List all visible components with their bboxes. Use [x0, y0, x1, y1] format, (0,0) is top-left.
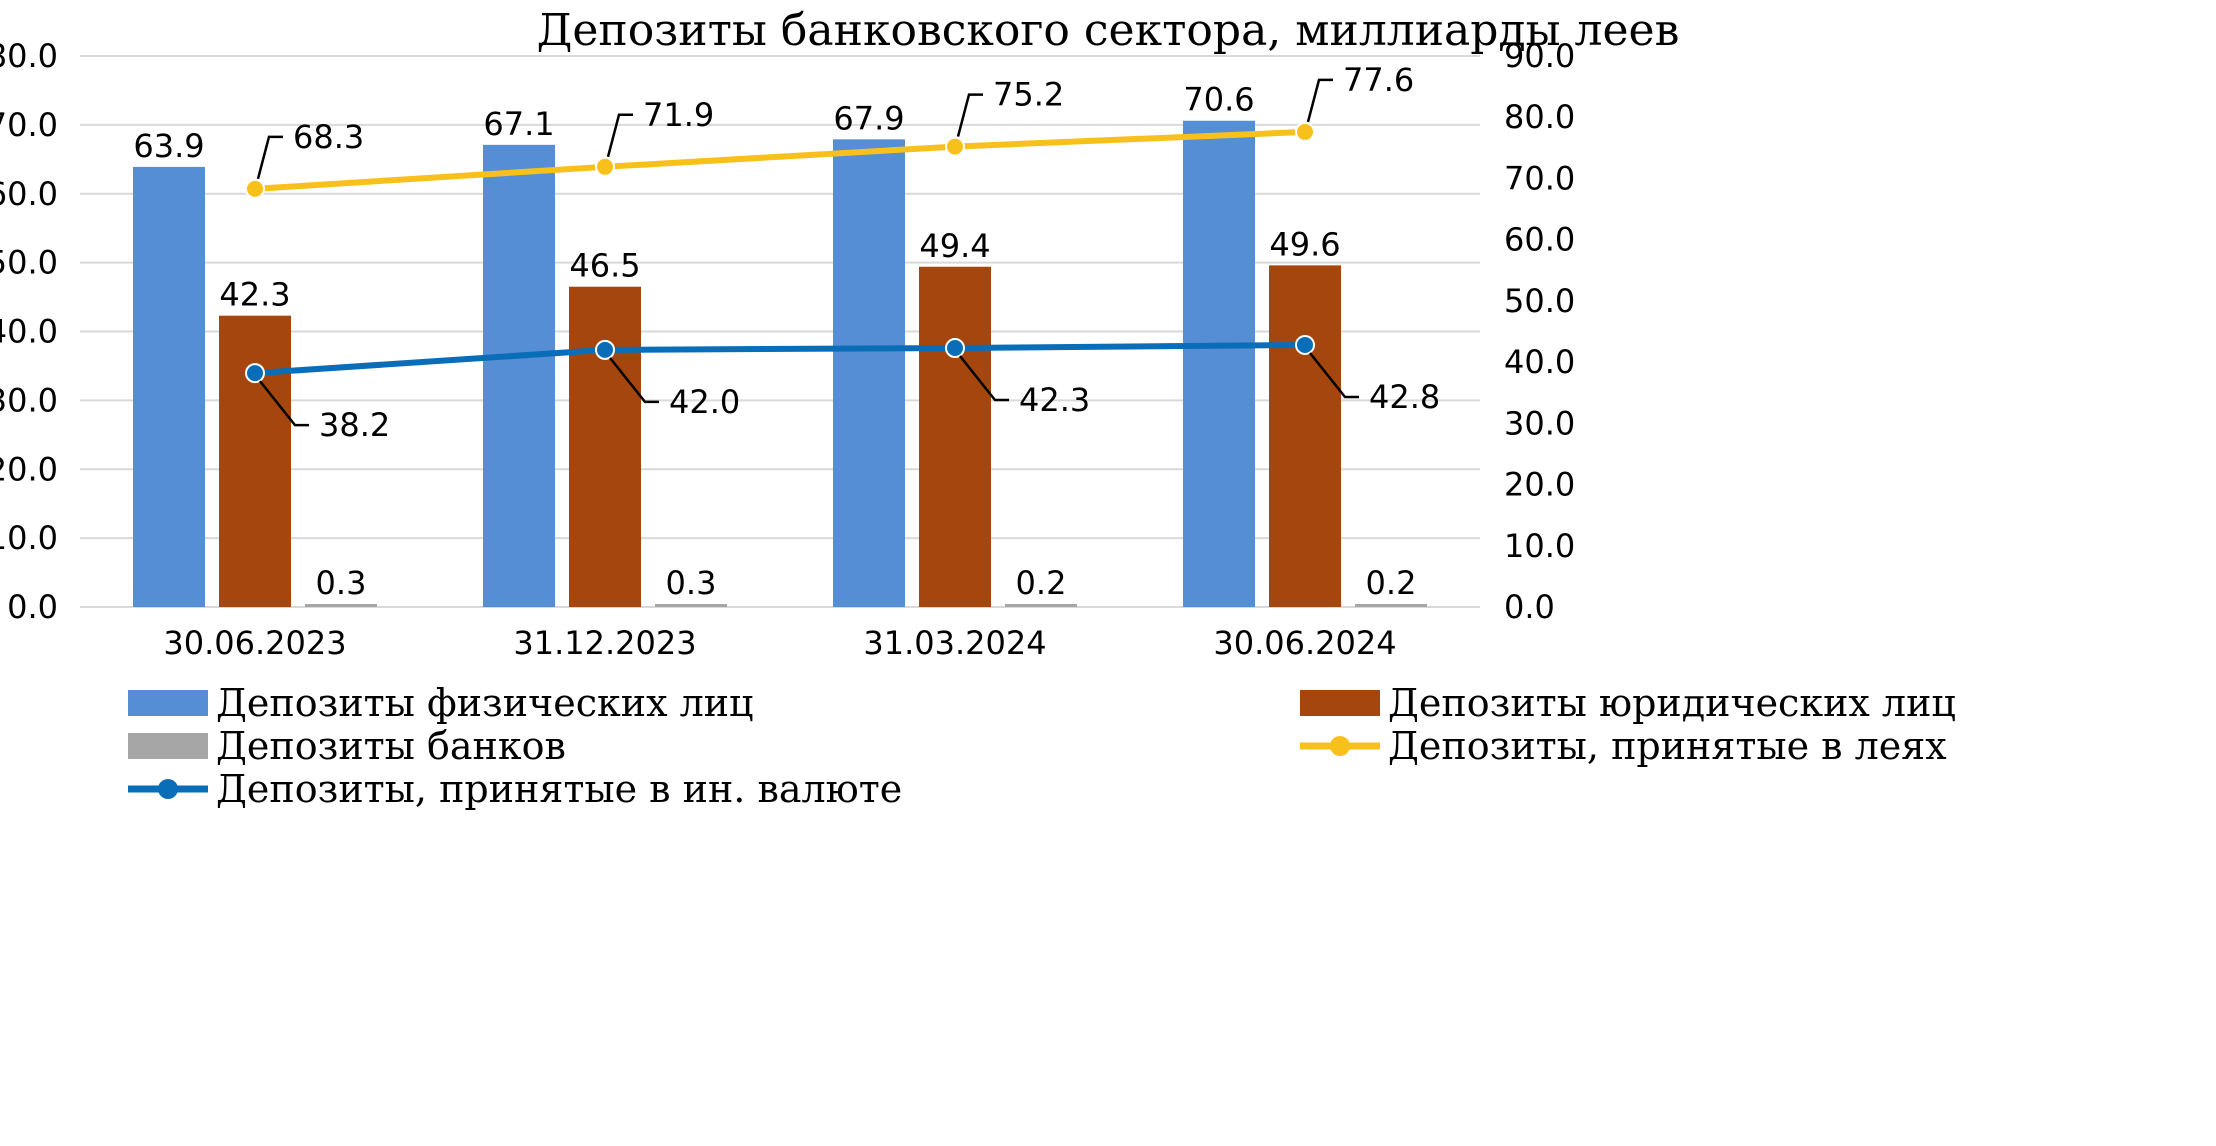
legend-swatch: [128, 733, 208, 759]
legend-item: Депозиты физических лиц: [128, 681, 754, 725]
bar: [133, 166, 205, 608]
data-label-leader: [956, 93, 983, 137]
data-label-leader: [259, 380, 309, 427]
bar: [919, 266, 991, 607]
line-data-label: 42.3: [1019, 381, 1090, 419]
line-point: [1295, 121, 1315, 142]
legend: Депозиты физических лиц Депозиты юридичес…: [128, 681, 1956, 811]
left-tick-label: 30.0: [0, 381, 58, 419]
right-tick-label: 30.0: [1504, 404, 1575, 442]
line-data-label: 77.6: [1343, 61, 1414, 99]
bar-data-label: 0.2: [1366, 564, 1417, 602]
bar-data-label: 63.9: [133, 127, 204, 165]
data-label-leader: [1309, 352, 1359, 399]
left-axis: 0.0 10.0 20.0 30.0 40.0 50.0 60.0 70.0 80.0: [0, 37, 58, 626]
bar: [833, 139, 905, 607]
data-label-leader: [959, 355, 1009, 402]
bar: [305, 604, 377, 607]
line-point: [945, 136, 965, 157]
legend-swatch: [128, 690, 208, 716]
left-tick-label: 0.0: [7, 588, 58, 626]
left-tick-label: 10.0: [0, 519, 58, 557]
left-tick-label: 80.0: [0, 37, 58, 75]
series-line: [254, 128, 1306, 192]
category-labels: 30.06.2023 31.12.2023 31.03.2024 30.06.2024: [163, 624, 1396, 662]
category-label: 30.06.2023: [163, 624, 346, 662]
line-data-label: 71.9: [643, 96, 714, 134]
bar-data-label: 67.9: [833, 99, 904, 137]
right-tick-label: 50.0: [1504, 282, 1575, 320]
right-tick-label: 20.0: [1504, 466, 1575, 504]
lines: 68.3 71.9 75.2 77.6 38.2 42.0 42.3 42.8: [245, 61, 1440, 444]
legend-item: Депозиты, принятые в ин. валюте: [128, 767, 902, 811]
bar-data-label: 0.3: [666, 564, 717, 602]
legend-label: Депозиты, принятые в ин. валюте: [216, 767, 902, 811]
left-tick-label: 20.0: [0, 450, 58, 488]
data-label-leader: [1306, 78, 1333, 123]
legend-label: Депозиты юридических лиц: [1388, 681, 1956, 725]
legend-item: Депозиты, принятые в леях: [1300, 724, 1947, 768]
data-label-leader: [256, 135, 283, 180]
legend-label: Депозиты физических лиц: [216, 681, 754, 725]
bar-data-label: 42.3: [219, 276, 290, 314]
bars: 63.9 67.1 67.9 70.6 42.3 46.5 49.4 49.6 0.3 0.3 0.…: [133, 81, 1427, 608]
line-point: [245, 178, 265, 199]
bar: [219, 315, 291, 607]
right-tick-label: 90.0: [1504, 37, 1575, 75]
bar-data-label: 46.5: [569, 247, 640, 285]
bar-data-label: 70.6: [1183, 81, 1254, 119]
legend-swatch: [1300, 690, 1380, 716]
line-data-label: 42.8: [1369, 378, 1440, 416]
right-tick-label: 60.0: [1504, 221, 1575, 259]
category-label: 31.03.2024: [863, 624, 1046, 662]
bar: [1005, 604, 1077, 607]
bar: [1183, 120, 1255, 608]
right-tick-label: 40.0: [1504, 343, 1575, 381]
bar: [569, 286, 641, 607]
line-point: [1295, 334, 1315, 355]
bar: [1269, 265, 1341, 607]
data-label-leader: [609, 357, 659, 404]
category-label: 30.06.2024: [1213, 624, 1396, 662]
line-point: [945, 338, 965, 359]
line-point: [595, 339, 615, 360]
bar: [1355, 604, 1427, 607]
data-label-leader: [606, 113, 633, 158]
left-tick-label: 50.0: [0, 244, 58, 282]
legend-item: Депозиты банков: [128, 724, 566, 768]
bar: [483, 144, 555, 607]
line-point: [245, 363, 265, 384]
right-tick-label: 0.0: [1504, 588, 1555, 626]
line-data-label: 75.2: [993, 76, 1064, 114]
line-point: [595, 156, 615, 177]
bar-data-label: 49.4: [919, 227, 990, 265]
bar-data-label: 49.6: [1269, 225, 1340, 263]
left-tick-label: 70.0: [0, 106, 58, 144]
series-line: [254, 341, 1306, 377]
line-data-label: 68.3: [293, 118, 364, 156]
category-label: 31.12.2023: [513, 624, 696, 662]
legend-swatch-marker: [1330, 736, 1350, 756]
bar-data-label: 67.1: [483, 105, 554, 143]
legend-label: Депозиты, принятые в леях: [1388, 724, 1947, 768]
left-tick-label: 40.0: [0, 313, 58, 351]
bar-data-label: 0.2: [1016, 564, 1067, 602]
legend-label: Депозиты банков: [216, 724, 566, 768]
chart-title: Депозиты банковского сектора, миллиарды …: [537, 5, 1680, 56]
line-data-label: 42.0: [669, 383, 740, 421]
left-tick-label: 60.0: [0, 175, 58, 213]
legend-item: Депозиты юридических лиц: [1300, 681, 1956, 725]
bar-data-label: 0.3: [316, 564, 367, 602]
right-tick-label: 80.0: [1504, 98, 1575, 136]
right-tick-label: 10.0: [1504, 527, 1575, 565]
right-axis: 0.0 10.0 20.0 30.0 40.0 50.0 60.0 70.0 80.0 90.0: [1504, 37, 1575, 626]
legend-swatch-marker: [158, 779, 178, 799]
right-tick-label: 70.0: [1504, 159, 1575, 197]
line-data-label: 38.2: [319, 406, 390, 444]
bar: [655, 604, 727, 607]
